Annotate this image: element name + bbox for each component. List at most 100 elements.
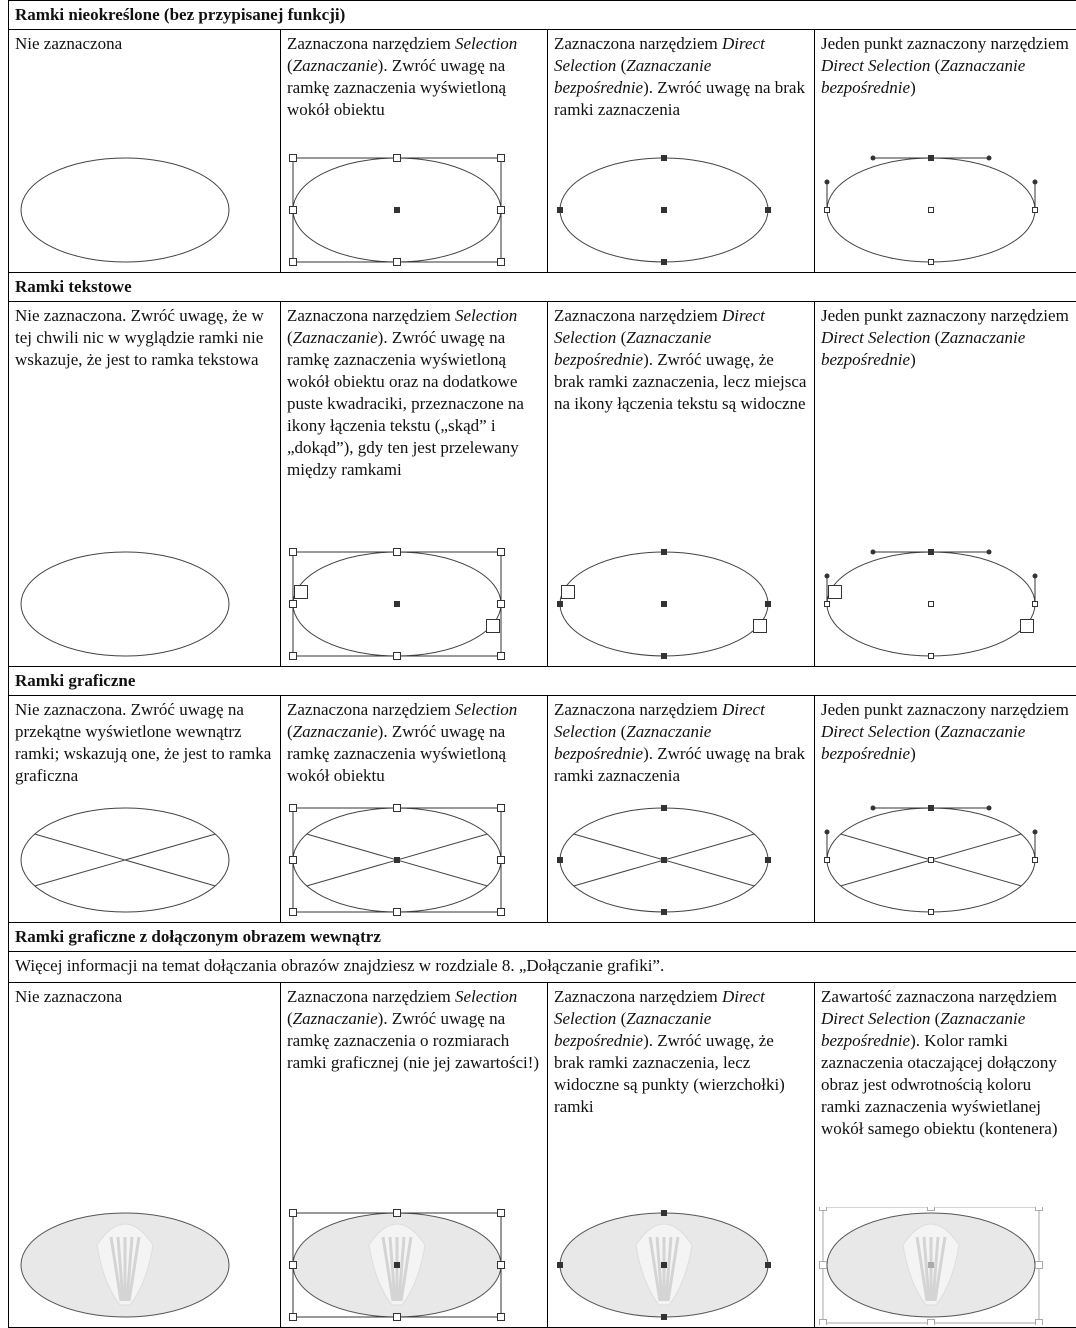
handle bbox=[766, 208, 771, 213]
frame-cell: Zaznaczona narzędziem Direct Selection (… bbox=[548, 983, 815, 1328]
section-header-row: Ramki tekstowe bbox=[9, 273, 1076, 302]
handle bbox=[662, 1315, 667, 1320]
handle bbox=[498, 207, 505, 214]
frame-illustration bbox=[13, 546, 259, 664]
handle bbox=[558, 208, 563, 213]
cell-text: Nie zaznaczona. Zwróć uwagę na przekątne… bbox=[15, 699, 274, 787]
frame-illustration bbox=[285, 546, 531, 664]
handle bbox=[1033, 208, 1038, 213]
handle bbox=[295, 586, 308, 599]
cell-text: Zaznaczona narzędziem Selection (Zaznacz… bbox=[287, 986, 541, 1074]
frame-cell: Zaznaczona narzędziem Selection (Zaznacz… bbox=[281, 30, 548, 273]
frame-illustration bbox=[819, 152, 1065, 270]
text-run: Zaznaczanie bbox=[293, 722, 378, 741]
handle bbox=[829, 586, 842, 599]
text-run: Nie zaznaczona. Zwróć uwagę na przekątne… bbox=[15, 700, 271, 785]
text-run: ( bbox=[616, 722, 626, 741]
frame-cell: Zaznaczona narzędziem Selection (Zaznacz… bbox=[281, 302, 548, 667]
section-header-row: Ramki nieokreślone (bez przypisanej funk… bbox=[9, 1, 1076, 30]
handle bbox=[929, 1263, 934, 1268]
section-header-row: Ramki graficzne bbox=[9, 667, 1076, 696]
handle bbox=[562, 586, 575, 599]
frame-cell: Nie zaznaczona bbox=[9, 983, 281, 1328]
cell-text: Jeden punkt zaznaczony narzędziem Direct… bbox=[821, 305, 1070, 371]
handle bbox=[558, 1263, 563, 1268]
handle-end bbox=[1033, 180, 1038, 185]
handle bbox=[662, 806, 667, 811]
handle bbox=[394, 259, 401, 266]
handle-end bbox=[987, 806, 992, 811]
frame-cell: Zawartość zaznaczona narzędziem Direct S… bbox=[815, 983, 1076, 1328]
text-run: Direct Selection bbox=[821, 56, 930, 75]
handle bbox=[662, 1263, 667, 1268]
handle bbox=[290, 155, 297, 162]
text-run: ( bbox=[930, 328, 940, 347]
text-run: ( bbox=[930, 1009, 940, 1028]
handle bbox=[662, 260, 667, 265]
text-run: ). Zwróć uwagę na ramkę zaznaczenia wyśw… bbox=[287, 328, 524, 479]
handle bbox=[290, 1314, 297, 1321]
text-run: Zaznaczona narzędziem bbox=[287, 987, 455, 1006]
frame-cell: Zaznaczona narzędziem Direct Selection (… bbox=[548, 696, 815, 923]
handle bbox=[928, 1320, 935, 1326]
frame-cell: Zaznaczona narzędziem Direct Selection (… bbox=[548, 30, 815, 273]
handle bbox=[662, 910, 667, 915]
handle bbox=[929, 550, 934, 555]
handle bbox=[290, 601, 297, 608]
handle bbox=[929, 208, 934, 213]
handle bbox=[498, 1262, 505, 1269]
section-title: Ramki tekstowe bbox=[9, 273, 1076, 302]
text-run: ) bbox=[910, 350, 916, 369]
cell-text: Nie zaznaczona bbox=[15, 986, 274, 1008]
handle bbox=[929, 156, 934, 161]
cell-text: Zaznaczona narzędziem Direct Selection (… bbox=[554, 305, 808, 415]
frame-cell: Zaznaczona narzędziem Selection (Zaznacz… bbox=[281, 983, 548, 1328]
handle bbox=[754, 620, 767, 633]
handle bbox=[929, 858, 934, 863]
handle bbox=[558, 858, 563, 863]
text-run: Zaznaczona narzędziem bbox=[554, 306, 722, 325]
handle bbox=[498, 259, 505, 266]
text-run: Selection bbox=[455, 700, 517, 719]
section-header-row: Ramki graficzne z dołączonym obrazem wew… bbox=[9, 923, 1076, 952]
handle bbox=[766, 858, 771, 863]
text-run: Zaznaczona narzędziem bbox=[554, 700, 722, 719]
frame-illustration bbox=[819, 802, 1065, 920]
handle-end bbox=[1033, 574, 1038, 579]
section-title: Ramki graficzne bbox=[9, 667, 1076, 696]
text-run: Nie zaznaczona bbox=[15, 987, 122, 1006]
text-run: Selection bbox=[455, 34, 517, 53]
text-run: Direct Selection bbox=[821, 1009, 930, 1028]
text-run: ( bbox=[616, 328, 626, 347]
cell-text: Zawartość zaznaczona narzędziem Direct S… bbox=[821, 986, 1070, 1140]
handle bbox=[498, 653, 505, 660]
cell-text: Nie zaznaczona bbox=[15, 33, 274, 55]
handle bbox=[498, 805, 505, 812]
frame-illustration bbox=[13, 802, 259, 920]
handle-end bbox=[987, 550, 992, 555]
frame-illustration bbox=[13, 1207, 259, 1325]
handle bbox=[1036, 1207, 1043, 1211]
handle bbox=[395, 602, 400, 607]
handle bbox=[290, 909, 297, 916]
text-run: Zaznaczona narzędziem bbox=[554, 34, 722, 53]
handle bbox=[662, 1211, 667, 1216]
text-run: Nie zaznaczona bbox=[15, 34, 122, 53]
handle bbox=[394, 1210, 401, 1217]
text-run: Direct Selection bbox=[821, 722, 930, 741]
handle bbox=[929, 602, 934, 607]
handle bbox=[290, 653, 297, 660]
handle bbox=[662, 602, 667, 607]
handle-end bbox=[871, 156, 876, 161]
cell-text: Zaznaczona narzędziem Selection (Zaznacz… bbox=[287, 305, 541, 481]
cell-text: Jeden punkt zaznaczony narzędziem Direct… bbox=[821, 33, 1070, 99]
text-run: ( bbox=[616, 56, 626, 75]
handle bbox=[820, 1320, 827, 1326]
cell-text: Nie zaznaczona. Zwróć uwagę, że w tej ch… bbox=[15, 305, 274, 371]
handle-end bbox=[987, 156, 992, 161]
text-run: Zaznaczanie bbox=[293, 56, 378, 75]
handle-end bbox=[871, 550, 876, 555]
frame-illustration bbox=[819, 1207, 1065, 1325]
handle bbox=[290, 259, 297, 266]
